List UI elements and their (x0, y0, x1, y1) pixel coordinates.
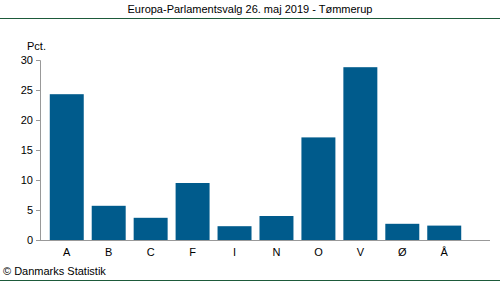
x-tick-label: Ø (398, 246, 407, 258)
x-tick: F (189, 240, 196, 258)
bars (50, 67, 461, 240)
x-tick: A (63, 240, 71, 258)
y-tick-label: 0 (27, 234, 33, 246)
bar (134, 218, 168, 240)
y-tick-mark (36, 120, 40, 121)
y-tick-mark (36, 150, 40, 151)
frame-bottom (0, 280, 500, 281)
y-tick-mark (36, 240, 40, 241)
bar (218, 226, 252, 240)
x-tick: Å (441, 240, 449, 258)
x-tick: I (233, 240, 236, 258)
x-tick: Ø (398, 240, 407, 258)
chart: Europa-Parlamentsvalg 26. maj 2019 - Tøm… (0, 0, 500, 282)
x-tick-label: B (105, 246, 112, 258)
y-tick-label: 10 (21, 174, 33, 186)
bar (427, 226, 461, 240)
y-tick: 20 (21, 114, 40, 126)
y-tick: 25 (21, 84, 40, 96)
x-tick: O (314, 240, 323, 258)
x-tick-label: O (314, 246, 323, 258)
title: Europa-Parlamentsvalg 26. maj 2019 - Tøm… (128, 3, 373, 15)
x-tick: B (105, 240, 112, 258)
x-tick-label: F (189, 246, 196, 258)
y-tick: 10 (21, 174, 40, 186)
y-tick-mark (36, 180, 40, 181)
y-tick-label: 15 (21, 144, 33, 156)
x-axis: ABCFINOVØÅ (40, 240, 490, 258)
y-tick-label: 20 (21, 114, 33, 126)
y-tick: 15 (21, 144, 40, 156)
y-axis-line (36, 61, 41, 241)
y-axis: 0 5 10 15 20 25 30 (21, 54, 41, 246)
x-tick-label: C (147, 246, 155, 258)
bar (343, 67, 377, 240)
frame-top (0, 18, 500, 19)
y-axis-label: Pct. (27, 40, 46, 52)
y-tick: 5 (27, 204, 40, 216)
y-tick: 30 (21, 54, 40, 66)
y-tick: 0 (27, 234, 40, 246)
x-tick: C (147, 240, 155, 258)
x-axis-line (40, 240, 490, 241)
bar (176, 183, 210, 240)
bar (301, 137, 335, 240)
bar (385, 224, 419, 240)
y-tick-label: 30 (21, 54, 33, 66)
x-tick: N (272, 240, 280, 258)
x-tick-label: Å (441, 246, 449, 258)
bar (92, 206, 126, 240)
annotation: © Danmarks Statistik (3, 265, 106, 277)
x-tick-label: N (272, 246, 280, 258)
y-tick-label: 25 (21, 84, 33, 96)
x-tick-label: V (357, 246, 365, 258)
x-tick: V (357, 240, 365, 258)
y-tick-mark (36, 60, 40, 61)
y-tick-mark (36, 90, 40, 91)
y-tick-mark (36, 210, 40, 211)
x-tick-label: I (233, 246, 236, 258)
bar (50, 94, 84, 240)
y-tick-label: 5 (27, 204, 33, 216)
x-tick-label: A (63, 246, 71, 258)
bar (259, 216, 293, 240)
